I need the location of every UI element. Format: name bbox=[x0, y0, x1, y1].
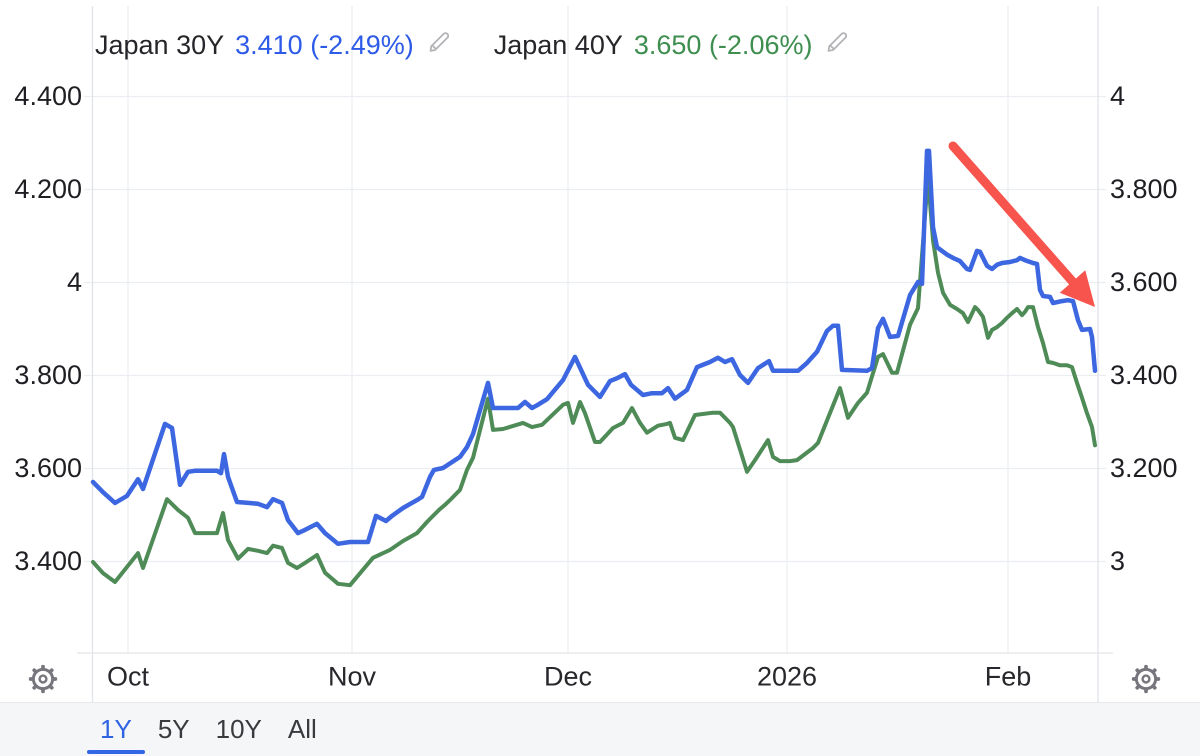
left-settings-button[interactable] bbox=[25, 662, 61, 698]
grid-lines bbox=[77, 6, 1113, 702]
right-settings-button[interactable] bbox=[1128, 662, 1164, 698]
y-axis-tick-label: 3.400 bbox=[14, 545, 82, 576]
series-name: Japan 30Y bbox=[95, 30, 225, 60]
pencil-icon bbox=[825, 28, 852, 58]
y-axis-tick-label: 3.800 bbox=[1110, 173, 1178, 204]
legend-item-japan-30y: Japan 30Y 3.410 (-2.49%) bbox=[95, 30, 454, 61]
y-axis-tick-label: 3.200 bbox=[1110, 452, 1178, 483]
y-axis-tick-label: 3.800 bbox=[14, 359, 82, 390]
legend-item-japan-40y: Japan 40Y 3.650 (-2.06%) bbox=[494, 30, 853, 61]
y-axis-tick-label: 3.600 bbox=[14, 452, 82, 483]
gear-icon bbox=[26, 664, 60, 699]
series-value: 3.650 (-2.06%) bbox=[633, 30, 813, 60]
x-axis-label: Dec bbox=[543, 661, 593, 692]
y-axis-tick-label: 3.400 bbox=[1110, 359, 1178, 390]
series-lines bbox=[90, 148, 1098, 588]
y-axis-tick-label: 4 bbox=[1110, 80, 1126, 111]
tab-5y[interactable]: 5Y bbox=[145, 703, 203, 756]
x-axis-label: Feb bbox=[984, 661, 1032, 692]
trend-arrow-annotation bbox=[948, 141, 1095, 307]
y-axis-tick-label: 4.200 bbox=[14, 173, 82, 204]
x-axis-label: Oct bbox=[106, 661, 150, 692]
y-axis-tick-label: 3 bbox=[1110, 545, 1126, 576]
pencil-icon bbox=[427, 28, 454, 58]
y-axis-tick-label: 3.600 bbox=[1110, 266, 1178, 297]
tab-all[interactable]: All bbox=[275, 703, 330, 756]
edit-series-button[interactable] bbox=[825, 28, 852, 58]
gear-icon bbox=[1129, 664, 1163, 699]
x-axis: Oct Nov Dec 2026 Feb bbox=[0, 654, 1200, 700]
legend: Japan 30Y 3.410 (-2.49%) Japan 40Y 3.650… bbox=[95, 30, 852, 61]
x-axis-label: 2026 bbox=[756, 661, 818, 692]
tab-10y[interactable]: 10Y bbox=[203, 703, 275, 756]
edit-series-button[interactable] bbox=[427, 28, 454, 58]
x-axis-label: Nov bbox=[327, 661, 377, 692]
y-axis-tick-label: 4.400 bbox=[14, 80, 82, 111]
y-axis-tick-label: 4 bbox=[66, 266, 82, 297]
series-name: Japan 40Y bbox=[493, 30, 623, 60]
series-value: 3.410 (-2.49%) bbox=[235, 30, 414, 60]
range-tab-bar: 1Y 5Y 10Y All bbox=[0, 702, 1200, 756]
tab-1y[interactable]: 1Y bbox=[87, 703, 145, 756]
